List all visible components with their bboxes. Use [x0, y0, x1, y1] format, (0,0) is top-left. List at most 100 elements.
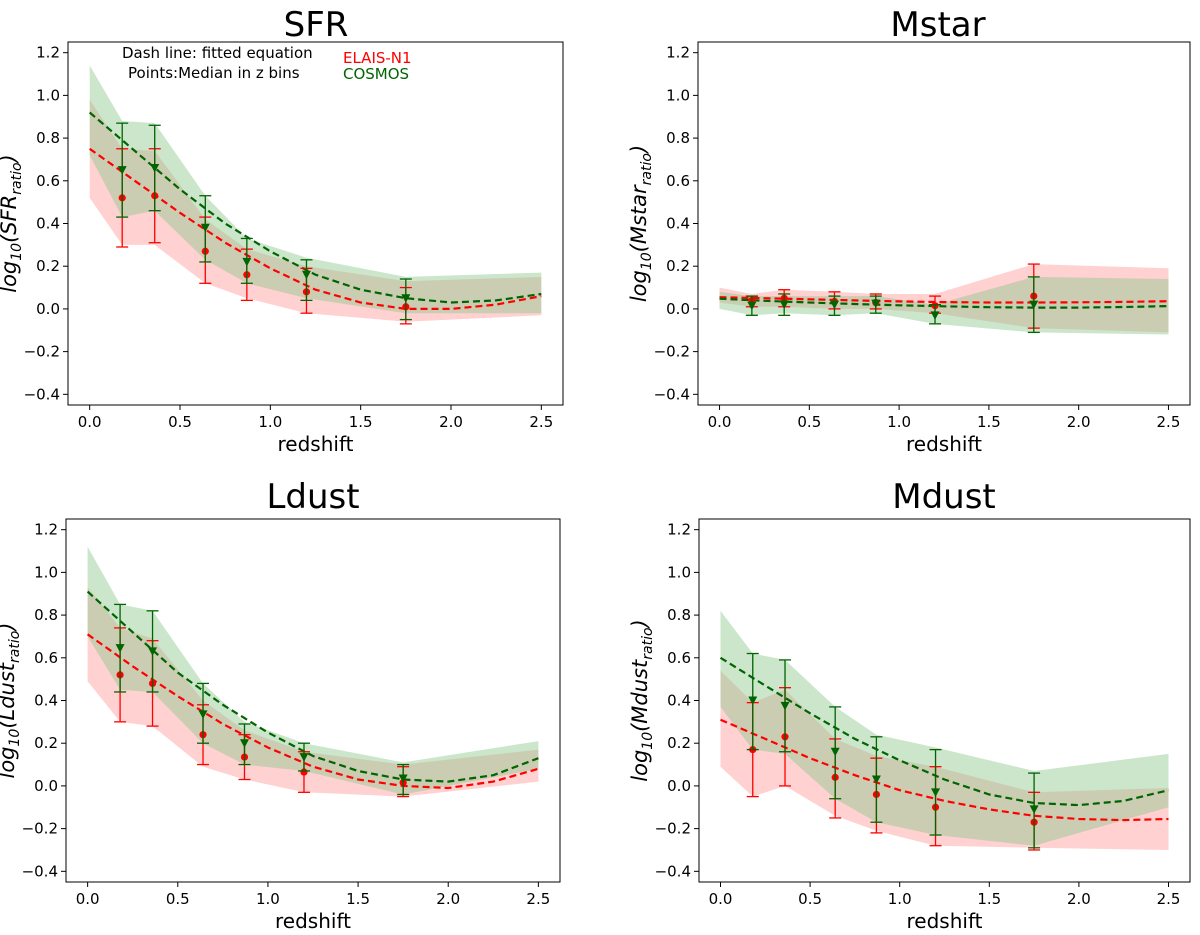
y-axis-label: log10(Mdustratio): [628, 619, 656, 781]
band-elais-n1: [720, 670, 1169, 850]
x-tick-label: 2.5: [1157, 413, 1181, 431]
data-point: [200, 223, 210, 233]
y-tick-label: 0.0: [34, 777, 58, 795]
panel-title: Mstar: [890, 5, 985, 45]
x-tick-label: 2.0: [1067, 890, 1091, 908]
fit-line-cosmos: [86, 590, 539, 783]
x-tick-label: 2.0: [439, 413, 463, 431]
data-point: [115, 644, 125, 653]
y-tick-label: −0.4: [655, 862, 691, 880]
x-tick-label: 0.5: [168, 413, 192, 431]
y-tick-label: 1.0: [667, 563, 691, 581]
x-axis-label: redshift: [907, 909, 983, 933]
y-tick-label: 0.2: [667, 734, 691, 752]
legend-cosmos: COSMOS: [343, 65, 409, 83]
y-tick-label: −0.2: [655, 820, 691, 838]
data-point: [829, 300, 839, 310]
fit-line-elais-n1: [89, 147, 542, 310]
fit-line-elais-n1: [86, 633, 539, 790]
y-tick-label: 0.6: [666, 172, 690, 190]
data-point: [117, 166, 127, 175]
y-tick-label: 0.0: [666, 300, 690, 318]
y-tick-label: −0.2: [24, 343, 60, 361]
y-tick-label: 0.8: [36, 129, 60, 147]
y-tick-label: 0.6: [667, 649, 691, 667]
y-tick-label: 0.0: [36, 300, 60, 318]
x-tick-label: 1.5: [977, 413, 1001, 431]
x-tick-label: 1.5: [977, 890, 1001, 908]
y-tick-label: −0.2: [22, 820, 58, 838]
data-point: [780, 701, 790, 711]
x-tick-label: 2.0: [436, 890, 460, 908]
x-tick-label: 1.0: [887, 413, 911, 431]
data-point: [301, 270, 311, 280]
error-bar: [300, 259, 313, 302]
data-point: [930, 311, 940, 320]
y-tick-label: 0.2: [666, 257, 690, 275]
panel-sfr: SFR Dash line: fitted equation Points:Me…: [0, 5, 564, 456]
band-elais-n1: [719, 264, 1169, 333]
x-tick-label: 2.5: [529, 413, 553, 431]
x-tick-label: 0.5: [797, 413, 821, 431]
x-tick-label: 1.5: [346, 890, 370, 908]
data-point: [1029, 300, 1039, 310]
data-point: [748, 696, 758, 705]
annotation-line-2: Points:Median in z bins: [128, 64, 300, 82]
y-tick-label: 1.2: [667, 521, 691, 539]
x-tick-label: 1.0: [256, 890, 280, 908]
panel-mdust: Mdust 0.0 0.5 1.0 1.5 2.0 2.5 −0.4 −0.2 0.0 0.2 0.…: [628, 477, 1191, 933]
band-cosmos: [87, 546, 539, 795]
fit-line-cosmos: [719, 656, 1169, 807]
y-tick-label: 0.8: [666, 129, 690, 147]
y-tick-label: 0.2: [34, 734, 58, 752]
band-elais-n1: [89, 99, 542, 322]
x-tick-label: 2.5: [526, 890, 550, 908]
x-tick-label: 0.0: [76, 890, 100, 908]
x-axis-label: redshift: [275, 909, 351, 933]
data-point: [398, 774, 408, 783]
x-tick-label: 1.5: [349, 413, 373, 431]
y-tick-label: 0.4: [666, 215, 690, 233]
y-tick-label: 0.4: [34, 692, 58, 710]
x-tick-label: 2.5: [1157, 890, 1181, 908]
y-axis-label: log10(Ldustratio): [0, 622, 23, 778]
y-tick-label: 0.6: [36, 172, 60, 190]
data-point: [401, 294, 411, 303]
fit-line-cosmos: [719, 297, 1169, 309]
y-tick-label: 0.4: [667, 692, 691, 710]
panel-mstar: Mstar 0.0 0.5 1.0 1.5 2.0 2.5 −0.4 −0.2 0.0 0.2 0.…: [627, 5, 1191, 456]
data-point: [198, 710, 208, 719]
y-tick-label: −0.4: [24, 385, 60, 403]
y-tick-label: 0.6: [34, 649, 58, 667]
fit-line-elais-n1: [720, 718, 1169, 822]
fit-line-elais-n1: [719, 296, 1169, 304]
y-tick-label: 0.4: [36, 215, 60, 233]
x-tick-label: 0.0: [708, 413, 732, 431]
y-axis-label: log10(SFRratio): [0, 154, 25, 293]
y-tick-label: 1.2: [666, 44, 690, 62]
data-point: [830, 747, 840, 757]
x-tick-label: 0.5: [798, 890, 822, 908]
panel-ldust: Ldust 0.0 0.5 1.0 1.5 2.0 2.5 −0.4 −0.2 0.0 0.2 0.…: [0, 477, 561, 933]
data-point: [239, 739, 249, 748]
y-tick-label: −0.4: [654, 385, 690, 403]
band-elais-n1: [87, 587, 539, 797]
data-point: [871, 299, 881, 309]
y-tick-label: 0.8: [667, 606, 691, 624]
data-point: [242, 257, 252, 267]
x-tick-label: 0.0: [78, 413, 102, 431]
data-point: [747, 301, 757, 311]
data-point: [299, 753, 309, 762]
y-tick-label: 0.2: [36, 257, 60, 275]
data-point: [1029, 805, 1039, 814]
data-point: [871, 775, 881, 785]
legend-elais-n1: ELAIS-N1: [343, 49, 412, 67]
y-tick-label: −0.2: [654, 343, 690, 361]
axes-frame: [697, 41, 1191, 406]
y-axis-label: log10(Mstarratio): [627, 145, 655, 302]
panel-title: Mdust: [892, 477, 996, 517]
data-point: [931, 788, 941, 797]
data-point: [300, 768, 308, 776]
x-tick-label: 2.0: [1067, 413, 1091, 431]
